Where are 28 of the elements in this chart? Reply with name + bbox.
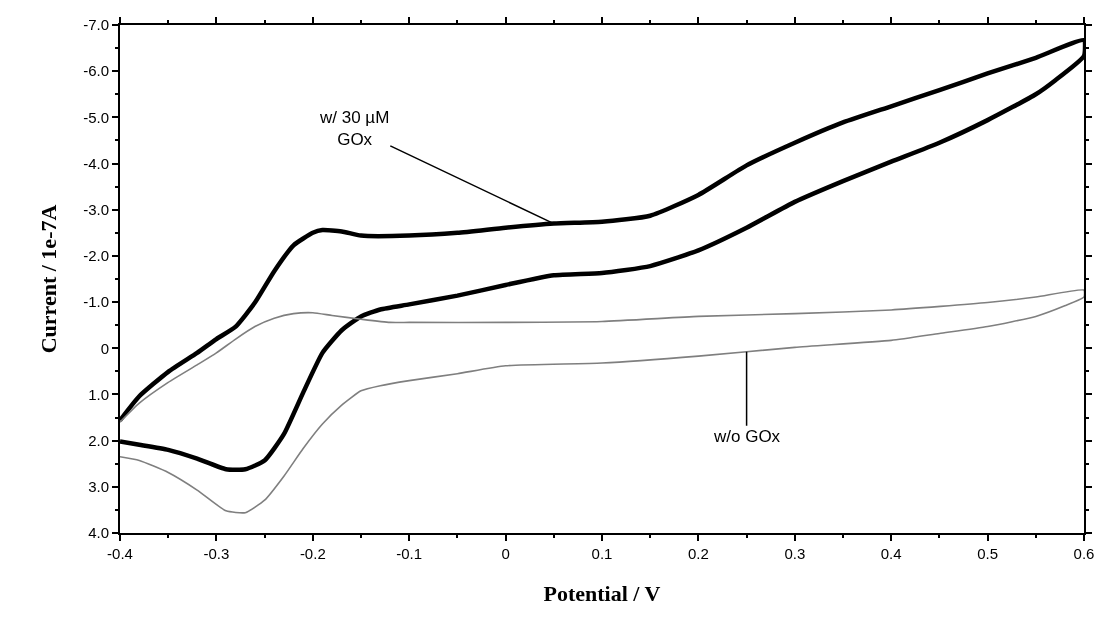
y-tick-label: 1.0 <box>88 385 109 403</box>
x-tick-label: 0.5 <box>977 545 999 562</box>
line-series <box>120 289 1084 514</box>
y-tick-label: -6.0 <box>83 62 109 80</box>
x-tick-label: 0.3 <box>784 545 806 562</box>
x-tick-label: 0 <box>501 545 510 562</box>
y-tick-label: -3.0 <box>83 200 109 218</box>
x-tick-label: 0.6 <box>1073 545 1095 562</box>
x-tick-label: -0.1 <box>396 545 423 562</box>
y-tick-label: -7.0 <box>83 16 109 34</box>
annotation: w/ 30 µM GOx <box>319 108 390 150</box>
x-tick-label: -0.2 <box>299 545 326 562</box>
annotation: w/o GOx <box>713 427 781 446</box>
y-tick-label: -4.0 <box>83 154 109 172</box>
y-tick-label: -5.0 <box>83 108 109 126</box>
x-tick-label: 0.1 <box>591 545 613 562</box>
y-tick-label: 4.0 <box>88 524 109 542</box>
y-tick-label: 2.0 <box>88 431 109 449</box>
y-tick-label: -2.0 <box>83 247 109 265</box>
x-tick-label: -0.3 <box>203 545 230 562</box>
y-tick-label: -1.0 <box>83 293 109 311</box>
x-axis-title: Potential / V <box>543 581 661 607</box>
y-tick-label: 3.0 <box>88 478 109 496</box>
x-tick-label: 0.2 <box>687 545 709 562</box>
x-tick-label: 0.4 <box>880 545 902 562</box>
y-axis-title: Current / 1e-7A <box>36 204 62 354</box>
x-tick-label: -0.4 <box>107 545 133 562</box>
y-tick-label: 0 <box>100 339 109 357</box>
